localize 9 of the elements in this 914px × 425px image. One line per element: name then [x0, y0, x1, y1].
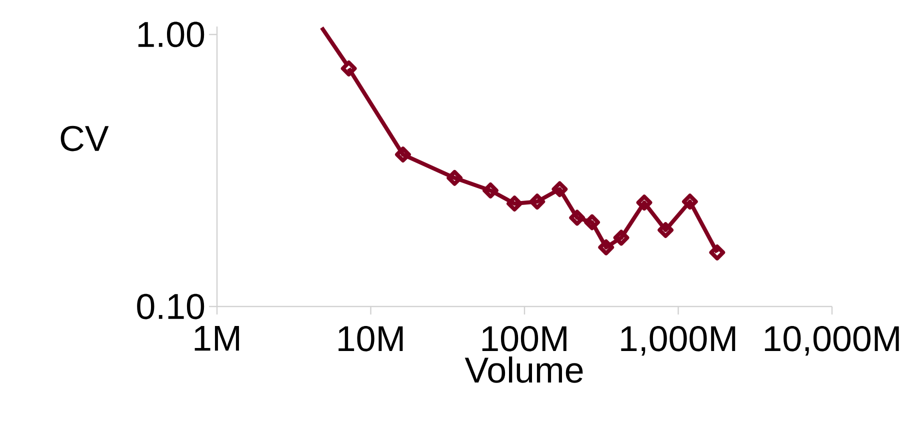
x-axis-title: Volume — [464, 356, 583, 383]
y-tick-label: 0.10 — [137, 294, 204, 320]
x-tick-label: 10M — [338, 326, 403, 352]
x-tick-label: 1M — [194, 326, 239, 351]
x-tick-label: 100M — [482, 326, 566, 352]
y-tick-label: 1.00 — [138, 22, 204, 48]
x-tick-label: 10,000M — [764, 326, 899, 356]
y-axis-title: CV — [60, 126, 109, 152]
x-tick-label: 1,000M — [621, 326, 736, 356]
